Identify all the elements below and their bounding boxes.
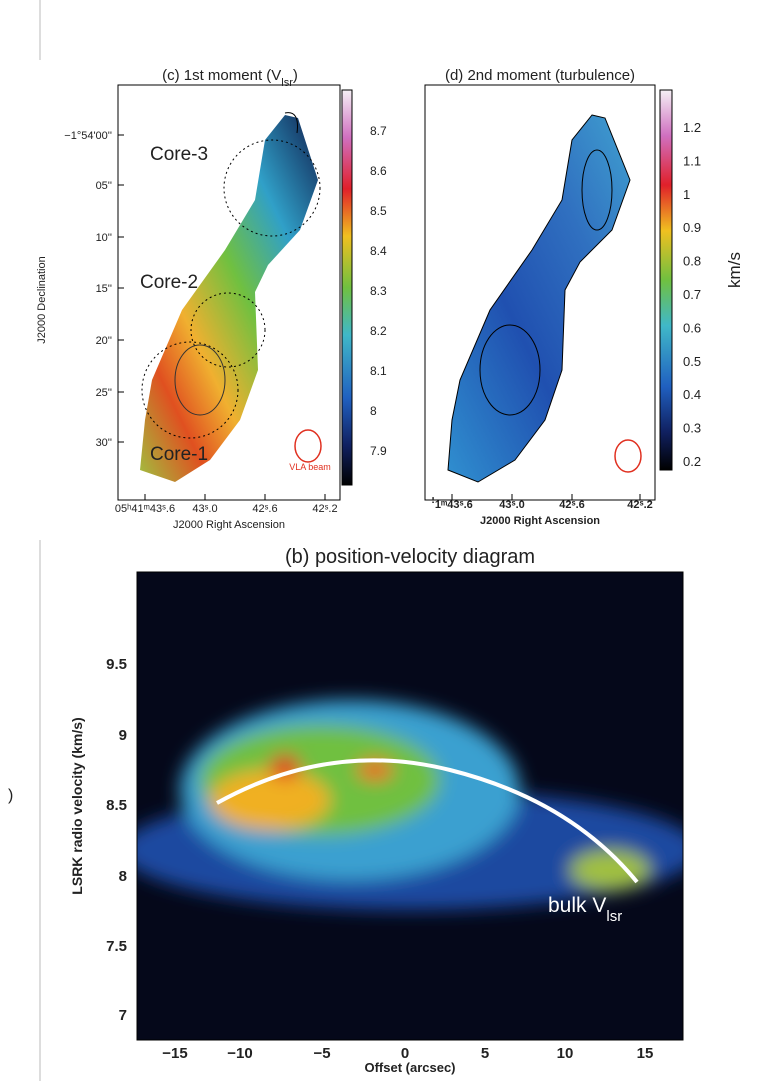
colorbar-label: 8.3 (370, 284, 387, 298)
contour (479, 324, 541, 416)
core-circle (223, 139, 321, 237)
colorbar-label: 1 (683, 187, 690, 202)
x-tick-label: ꜝ1ᵐ43ˢ.6 (431, 497, 473, 511)
y-axis-label: LSRK radio velocity (km/s) (69, 717, 85, 894)
core-circle (190, 292, 266, 368)
panel-c: VLA beam Core-3 Core-2 Core-1 (c) 1st mo… (36, 67, 353, 531)
y-tick-label: −1°54'00'' (64, 130, 112, 142)
y-tick-label: 7 (119, 1007, 127, 1024)
y-tick-label: 15'' (96, 283, 112, 295)
colorbar (341, 89, 353, 486)
panel-title: (c) 1st moment (Vlsr) (162, 67, 298, 89)
core-circle (141, 341, 239, 439)
y-tick-label: 9 (119, 727, 127, 744)
x-axis-label: Offset (arcsec) (364, 1060, 455, 1075)
y-tick-label: 25'' (96, 387, 112, 399)
bulk-curve (216, 758, 639, 884)
core-label: Core-1 (150, 444, 208, 465)
colorbar-label: 0.8 (683, 254, 701, 269)
colorbar-label: 0.9 (683, 220, 701, 235)
x-axis-label: J2000 Right Ascension (480, 515, 600, 527)
contour (284, 112, 298, 134)
x-tick-label: −10 (227, 1045, 252, 1062)
beam-label: VLA beam (289, 462, 331, 472)
x-tick-label: −15 (162, 1045, 187, 1062)
colorbar-label: 8.7 (370, 124, 387, 138)
colorbar-label: 0.5 (683, 354, 701, 369)
x-tick-label: 42ˢ.6 (559, 499, 585, 511)
x-tick-label: 10 (557, 1045, 574, 1062)
plot-frame (136, 571, 684, 1041)
colorbar-label: 7.9 (370, 444, 387, 458)
core-label: Core-2 (140, 272, 198, 293)
panel-title: (d) 2nd moment (turbulence) (445, 67, 635, 84)
x-axis-label: J2000 Right Ascension (173, 519, 285, 531)
y-tick-label: 9.5 (106, 656, 127, 673)
x-tick-label: 15 (637, 1045, 654, 1062)
colorbar (659, 89, 673, 471)
core-label: Core-3 (150, 144, 208, 165)
colorbar-label: 0.2 (683, 454, 701, 469)
beam (614, 439, 642, 473)
y-axis-label: J2000 Declination (36, 256, 48, 343)
panel-title: (b) position-velocity diagram (285, 546, 535, 568)
x-tick-label: 05ʰ41ᵐ43ˢ.6 (115, 503, 175, 515)
panel-d: (d) 2nd moment (turbulence) km/s J2000 R… (424, 67, 744, 527)
contour (174, 344, 226, 416)
y-tick-label: 7.5 (106, 938, 127, 955)
colorbar-label: 8.4 (370, 244, 387, 258)
y-tick-label: 10'' (96, 232, 112, 244)
colorbar-label: 0.3 (683, 421, 701, 436)
y-tick-label: 05'' (96, 180, 112, 192)
x-tick-label: 5 (481, 1045, 489, 1062)
y-tick-label: 8.5 (106, 797, 127, 814)
colorbar-label: 0.4 (683, 387, 701, 402)
x-tick-label: 0 (401, 1045, 409, 1062)
x-tick-label: 42ˢ.2 (627, 499, 653, 511)
y-tick-label: 20'' (96, 335, 112, 347)
colorbar-label: 8.5 (370, 204, 387, 218)
colorbar-label: 8.1 (370, 364, 387, 378)
x-tick-label: 43ˢ.0 (192, 503, 217, 515)
stray-text: ) (8, 787, 13, 804)
colorbar-label: 0.7 (683, 287, 701, 302)
colorbar-label: 8.6 (370, 164, 387, 178)
x-tick-label: 43ˢ.0 (499, 499, 525, 511)
colorbar-label: 8.2 (370, 324, 387, 338)
intensity-map (447, 114, 631, 483)
colorbar-label: 1.2 (683, 120, 701, 135)
x-tick-label: 42ˢ.6 (252, 503, 277, 515)
annotation: bulk Vlsr (548, 894, 622, 925)
colorbar-label: 1.1 (683, 153, 701, 168)
colorbar-label: 0.6 (683, 320, 701, 335)
y-tick-label: 8 (119, 868, 127, 885)
intensity-map (140, 115, 318, 482)
colorbar-label: km/s (725, 252, 744, 288)
beam (294, 429, 322, 463)
y-tick-label: 30'' (96, 437, 112, 449)
panel-b: (b) position-velocity diagram bulk Vlsr … (69, 546, 684, 1075)
colorbar-label: 8 (370, 404, 377, 418)
contour (581, 149, 613, 231)
x-tick-label: 42ˢ.2 (312, 503, 337, 515)
x-tick-label: −5 (313, 1045, 330, 1062)
pv-map (137, 700, 683, 910)
